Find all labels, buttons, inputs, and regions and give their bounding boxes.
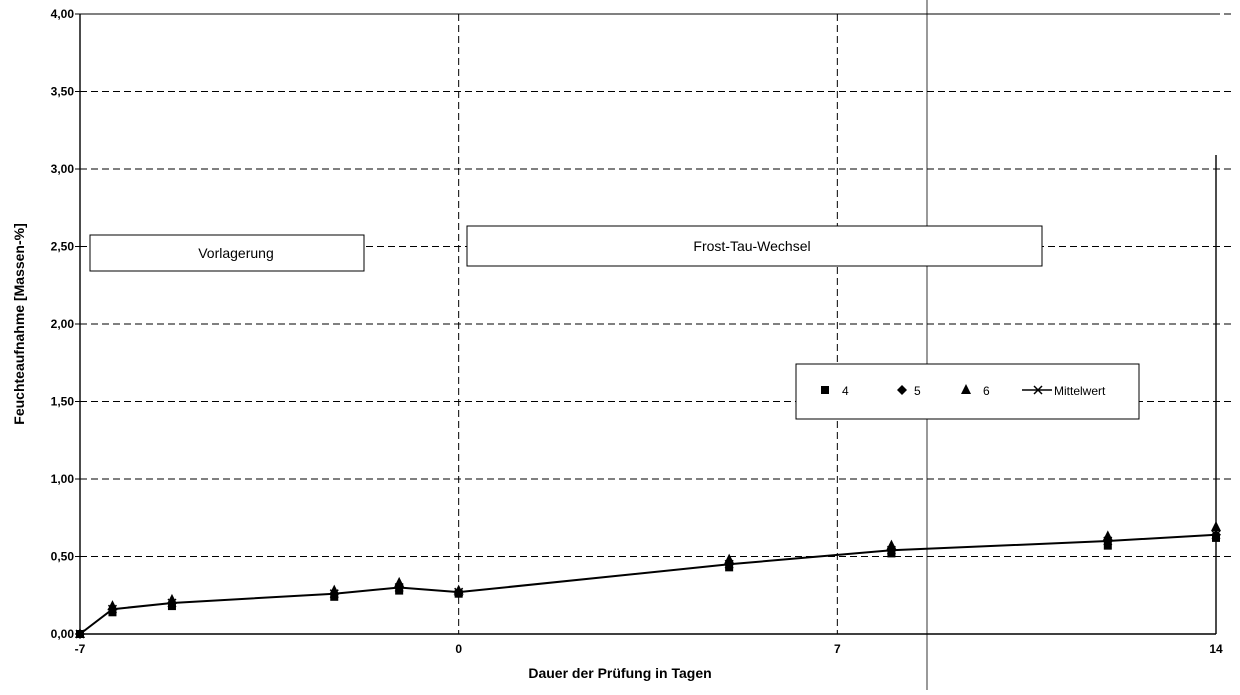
series-layer [75, 521, 1221, 639]
y-tick-label: 3,00 [51, 162, 75, 176]
data-point-6 [724, 553, 735, 564]
point-x-stroke [1211, 530, 1221, 540]
legend-label: 4 [842, 384, 849, 398]
legend-marker-4 [821, 386, 829, 394]
data-point-mittelwert [454, 587, 464, 597]
y-axis-title: Feuchteaufnahme [Massen-%] [11, 223, 27, 424]
y-tick-label: 4,00 [51, 7, 75, 21]
annotation-box [466, 225, 1043, 267]
y-tick-label: 1,00 [51, 472, 75, 486]
legend-marker-5 [897, 385, 907, 395]
annotation-box [89, 234, 365, 272]
legend-layer: 4 5 6 Mittelwert [795, 363, 1140, 420]
series-6 [75, 521, 1221, 638]
point-x-stroke [886, 545, 896, 555]
point-x-stroke [724, 559, 734, 569]
legend-marker-mittelwert [1033, 385, 1043, 395]
x-tick-label: -7 [75, 642, 86, 656]
x-tick-label: 7 [834, 642, 841, 656]
data-point-6 [1211, 521, 1221, 532]
data-point-mittelwert [329, 589, 339, 599]
point-x-stroke [1103, 536, 1113, 546]
grid-layer [80, 13, 1234, 634]
y-tick-label: 2,50 [51, 240, 75, 254]
data-point-mittelwert [107, 604, 117, 614]
data-point-mittelwert [886, 545, 896, 555]
y-tick-label: 1,50 [51, 395, 75, 409]
point-x-stroke [329, 589, 339, 599]
data-point-mittelwert [75, 629, 85, 639]
y-tick-label: 0,50 [51, 550, 75, 564]
y-tick-label: 3,50 [51, 85, 75, 99]
data-point-mittelwert [394, 582, 404, 593]
y-tick-label: 2,00 [51, 317, 75, 331]
data-point-mittelwert [1103, 536, 1113, 546]
series-mittelwert [75, 530, 1221, 639]
series-line-mittelwert [79, 533, 1217, 635]
point-x-stroke [107, 604, 117, 614]
axes-layer: 0,00 0,50 1,00 1,50 2,00 2,50 3,00 3,50 4,00 -7 0 7… [11, 0, 1223, 690]
data-point-6 [1102, 530, 1113, 541]
data-point-mittelwert [167, 598, 177, 608]
legend-label: 5 [914, 384, 921, 398]
legend-label: 6 [983, 384, 990, 398]
data-point-mittelwert [1211, 530, 1221, 540]
annotation-label: Vorlagerung [198, 245, 274, 261]
data-point-6 [886, 539, 897, 550]
annotation-label: Frost-Tau-Wechsel [693, 238, 810, 254]
x-tick-label: 0 [455, 642, 462, 656]
data-point-6 [394, 576, 405, 587]
data-point-mittelwert [724, 559, 734, 569]
annotation-layer: Vorlagerung Frost-Tau-Wechsel [89, 225, 1043, 272]
legend-label: Mittelwert [1054, 384, 1106, 398]
point-x-stroke [394, 582, 404, 593]
point-x-stroke [1033, 385, 1043, 395]
point-x-stroke [75, 629, 85, 639]
y-tick-label: 0,00 [51, 627, 75, 641]
series-5 [75, 529, 1221, 639]
legend-marker-6 [961, 384, 971, 394]
x-tick-label: 14 [1209, 642, 1223, 656]
x-axis-title: Dauer der Prüfung in Tagen [528, 665, 711, 681]
point-x-stroke [454, 587, 464, 597]
point-x-stroke [167, 598, 177, 608]
series-4 [76, 533, 1220, 638]
